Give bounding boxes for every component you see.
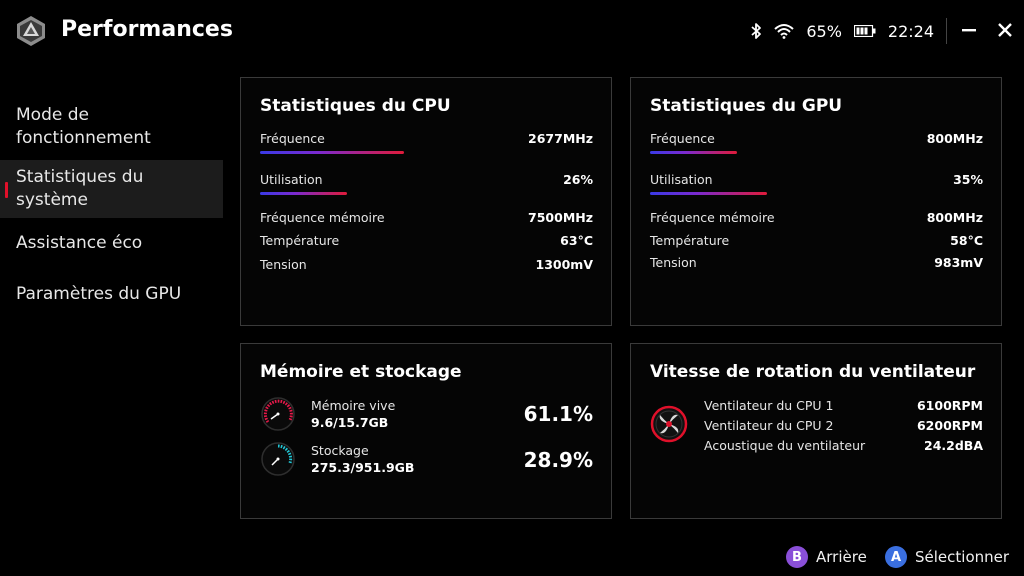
cpu-frequency-bar: [260, 151, 404, 154]
sidebar-item-label: Mode de fonctionnement: [16, 105, 151, 148]
app-logo-icon: [15, 15, 47, 47]
cpu-temp-row: Température 63°C: [260, 233, 593, 251]
select-label: Sélectionner: [915, 548, 1010, 566]
stat-label: Fréquence mémoire: [260, 210, 385, 225]
gpu-frequency-row: Fréquence 800MHz: [650, 131, 983, 149]
panel-title: Statistiques du GPU: [650, 96, 843, 116]
stat-value: 6200RPM: [916, 418, 983, 433]
cpu-voltage-row: Tension 1300mV: [260, 257, 593, 275]
fan-speed-panel: Vitesse de rotation du ventilateur Venti…: [630, 343, 1002, 519]
stat-label: Utilisation: [650, 172, 713, 187]
sidebar-item-mode[interactable]: Mode de fonctionnement: [0, 98, 180, 156]
gpu-voltage-row: Tension 983mV: [650, 255, 983, 273]
sidebar-item-label: Assistance éco: [16, 233, 143, 253]
sidebar-nav: Mode de fonctionnement Statistiques du s…: [0, 98, 223, 312]
stat-value: 6100RPM: [916, 398, 983, 413]
storage-value: 275.3/951.9GB: [311, 460, 415, 475]
stat-value: 800MHz: [926, 131, 983, 146]
ram-percent: 61.1%: [523, 402, 593, 426]
stat-label: Tension: [260, 257, 307, 272]
header-divider: [946, 18, 947, 44]
ram-value: 9.6/15.7GB: [311, 415, 389, 430]
cpu-mem-freq-row: Fréquence mémoire 7500MHz: [260, 210, 593, 228]
stat-value: 800MHz: [926, 210, 983, 225]
panel-title: Vitesse de rotation du ventilateur: [650, 362, 976, 382]
storage-label: Stockage: [311, 443, 369, 458]
cpu-usage-bar: [260, 192, 347, 195]
stat-value: 7500MHz: [528, 210, 593, 225]
gpu-stats-panel: Statistiques du GPU Fréquence 800MHz Uti…: [630, 77, 1002, 326]
stat-value: 983mV: [934, 255, 983, 270]
a-button-icon: A: [885, 546, 907, 568]
ram-label: Mémoire vive: [311, 398, 396, 413]
stat-label: Ventilateur du CPU 1: [704, 398, 834, 413]
stat-value: 24.2dBA: [924, 438, 983, 453]
storage-gauge-icon: [260, 441, 296, 481]
stat-value: 63°C: [560, 233, 593, 248]
panel-title: Mémoire et stockage: [260, 362, 462, 382]
gpu-usage-bar: [650, 192, 767, 195]
close-icon[interactable]: [994, 19, 1016, 41]
gpu-mem-freq-row: Fréquence mémoire 800MHz: [650, 210, 983, 228]
battery-icon: [853, 25, 876, 37]
sidebar-item-gpu-settings[interactable]: Paramètres du GPU: [0, 277, 223, 312]
stat-value: 2677MHz: [528, 131, 593, 146]
stat-label: Utilisation: [260, 172, 323, 187]
stat-value: 58°C: [950, 233, 983, 248]
bluetooth-icon: [750, 22, 762, 40]
page-title: Performances: [61, 17, 233, 42]
ram-gauge-icon: [260, 396, 296, 436]
stat-value: 26%: [563, 172, 593, 187]
fan-icon: [650, 405, 688, 447]
back-hint[interactable]: B Arrière: [786, 545, 867, 569]
stat-label: Fréquence: [650, 131, 715, 146]
cpu-stats-panel: Statistiques du CPU Fréquence 2677MHz Ut…: [240, 77, 612, 326]
sidebar-item-label: Paramètres du GPU: [16, 284, 182, 304]
stat-label: Tension: [650, 255, 697, 270]
clock: 22:24: [887, 21, 934, 41]
stat-label: Température: [260, 233, 340, 248]
b-button-icon: B: [786, 546, 808, 568]
active-indicator: [5, 182, 8, 198]
sidebar-item-label: Statistiques du système: [16, 167, 144, 210]
sidebar-item-system-stats[interactable]: Statistiques du système: [0, 160, 223, 218]
memory-storage-panel: Mémoire et stockage Mémoire vive 9.6/15.…: [240, 343, 612, 519]
stat-label: Température: [650, 233, 730, 248]
stat-label: Fréquence: [260, 131, 325, 146]
gpu-temp-row: Température 58°C: [650, 233, 983, 251]
fan-cpu2-row: Ventilateur du CPU 2 6200RPM: [704, 418, 983, 436]
stat-value: 1300mV: [535, 257, 594, 272]
storage-percent: 28.9%: [523, 448, 593, 472]
cpu-usage-row: Utilisation 26%: [260, 172, 593, 190]
select-hint[interactable]: A Sélectionner: [885, 545, 1009, 569]
status-bar: 65% 22:24: [750, 20, 934, 42]
stat-label: Fréquence mémoire: [650, 210, 775, 225]
gpu-usage-row: Utilisation 35%: [650, 172, 983, 190]
panel-title: Statistiques du CPU: [260, 96, 451, 116]
back-label: Arrière: [816, 548, 867, 566]
stat-label: Acoustique du ventilateur: [704, 438, 866, 453]
minimize-icon[interactable]: [958, 19, 980, 41]
gpu-frequency-bar: [650, 151, 737, 154]
fan-acoustic-row: Acoustique du ventilateur 24.2dBA: [704, 438, 983, 456]
battery-percent: 65%: [806, 21, 842, 41]
sidebar-item-eco[interactable]: Assistance éco: [0, 226, 223, 261]
fan-cpu1-row: Ventilateur du CPU 1 6100RPM: [704, 398, 983, 416]
stat-label: Ventilateur du CPU 2: [704, 418, 834, 433]
wifi-icon: [774, 23, 794, 39]
stat-value: 35%: [953, 172, 983, 187]
cpu-frequency-row: Fréquence 2677MHz: [260, 131, 593, 149]
